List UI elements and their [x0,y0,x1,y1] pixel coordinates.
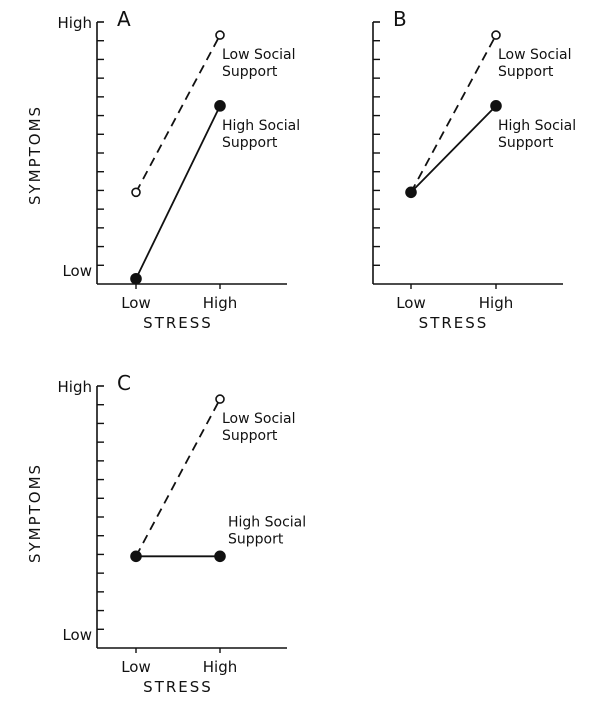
x-axis-title: STRESS [419,314,489,332]
filled-point [130,550,142,563]
series-label: High Social Support [222,118,300,151]
x-tick-label: Low [121,658,151,676]
open-point [215,30,225,40]
series-line [410,34,497,193]
filled-point [130,272,142,285]
filled-point [490,100,502,112]
panel-c: High Low C SYMPTOMS Low High STRESS Low Social S… [26,371,306,696]
x-axis-title: STRESS [143,678,213,696]
series-label: High Social Support [498,118,576,151]
y-tick-label-high: High [58,14,92,32]
x-tick-label: High [479,294,513,312]
y-axis-title: SYMPTOMS [26,463,44,563]
x-tick-label: High [203,294,237,312]
filled-point [405,186,417,199]
series-label: Low Social Support [222,411,296,444]
series-line [135,105,221,280]
x-tick-label: Low [121,294,151,312]
y-tick-label-low: Low [62,626,92,644]
y-tick-label-low: Low [62,262,92,280]
open-point [215,394,225,404]
x-tick-label: Low [396,294,426,312]
series-label: Low Social Support [222,47,296,80]
open-point [131,187,141,198]
panel-letter: C [117,371,131,395]
filled-point [214,550,226,563]
series-label: High Social Support [228,514,306,547]
series-label: Low Social Support [498,47,572,80]
x-tick-label: High [203,658,237,676]
series-line [135,398,221,557]
panel-letter: B [393,7,407,31]
y-axis-title: SYMPTOMS [26,105,44,205]
y-tick-label-high: High [58,378,92,396]
series-line [135,34,221,193]
panel-a: High Low A SYMPTOMS Low High STRESS Low Social S… [26,7,300,332]
panel-b: B Low High STRESS Low Social Support High Soci… [372,7,576,332]
x-axis-title: STRESS [143,314,213,332]
series-line [410,105,497,193]
filled-point [214,100,226,112]
panel-letter: A [117,7,131,31]
open-point [491,30,501,40]
